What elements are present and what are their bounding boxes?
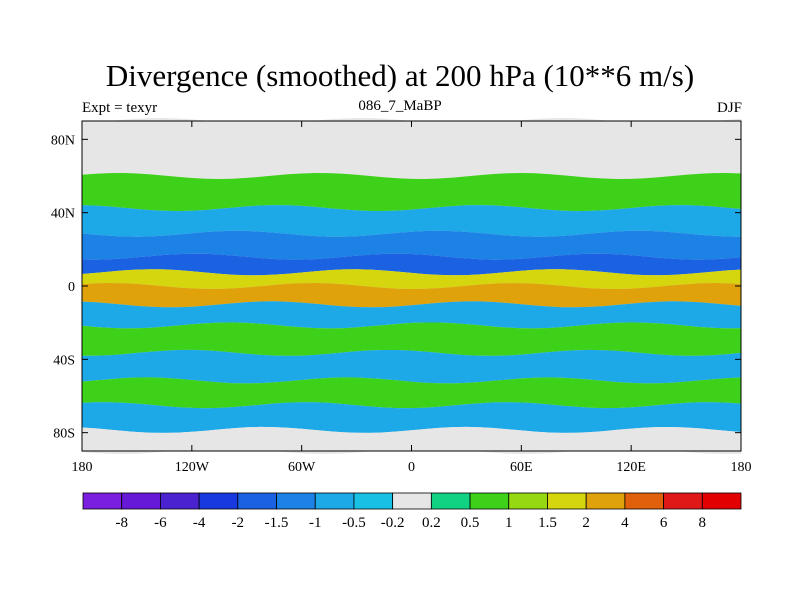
colorbar-label: 0.2 [422,515,441,531]
colorbar-swatch [430,492,471,510]
colorbar-swatch [237,492,277,510]
y-tick-label: 80S [53,427,75,442]
colorbar-swatch [353,492,394,510]
colorbar-swatch [701,492,742,510]
colorbar-label: -1.5 [265,515,289,531]
colorbar-label: -2 [232,515,245,531]
run-label: 086_7_MaBP [358,98,442,114]
x-tick-label: 60E [510,460,533,475]
y-tick-label: 80N [51,133,75,148]
colorbar-label: 1 [505,515,513,531]
field-band [82,402,741,433]
field-band [82,426,741,454]
colorbar-label: -8 [115,515,128,531]
x-tick-label: 120E [616,460,646,475]
x-tick-label: 120W [175,460,210,475]
colorbar-swatch [82,492,123,510]
colorbar-label: 2 [582,515,590,531]
colorbar-label: -0.2 [381,515,405,531]
field-band [82,230,741,260]
colorbar-label: -1 [309,515,322,531]
colorbar-label: 1.5 [538,515,557,531]
colorbar-swatch [508,492,548,510]
colorbar-label: 6 [660,515,668,531]
colorbar-label: 8 [699,515,707,531]
colorbar-swatch [392,492,432,510]
colorbar-swatch [469,492,510,510]
colorbar-swatch [121,492,161,510]
colorbar-label: 0.5 [461,515,480,531]
colorbar-swatch [276,492,316,510]
colorbar-label: -6 [154,515,167,531]
field-band [82,173,741,212]
season-label: DJF [716,100,742,116]
x-tick-label: 0 [408,460,415,475]
colorbar-label: -4 [193,515,206,531]
field-band [82,322,741,356]
chart-title: Divergence (smoothed) at 200 hPa (10**6 … [105,58,695,93]
colorbar-label: -0.5 [342,515,366,531]
x-tick-label: 180 [731,460,752,475]
colorbar-swatch [585,492,626,510]
field-band [82,301,741,329]
field-band [82,283,741,308]
colorbar-swatch [160,492,200,510]
colorbar-swatch [624,492,664,510]
experiment-label: Expt = texyr [82,100,158,116]
colorbar-label: 4 [621,515,629,531]
x-tick-label: 180 [72,460,93,475]
field-band [82,269,741,289]
colorbar-swatch [198,492,239,510]
field-band [82,377,741,409]
x-tick-label: 60W [288,460,316,475]
field-band [82,349,741,384]
colorbar-swatch [547,492,587,510]
field-band [82,253,741,276]
y-tick-label: 40N [51,207,75,222]
colorbar-swatch [314,492,355,510]
y-tick-label: 40S [53,353,75,368]
field-band [82,205,741,237]
y-tick-label: 0 [68,280,75,295]
colorbar-swatch [663,492,703,510]
field-band [82,118,741,179]
